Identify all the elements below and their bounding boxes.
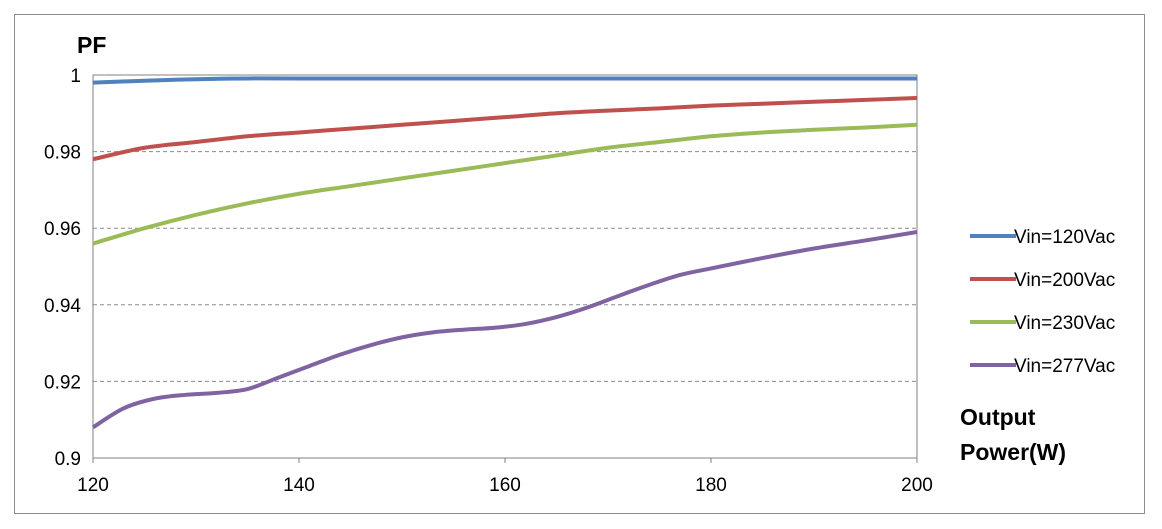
series-lines [91,76,918,430]
series-line [92,76,917,85]
x-tick-label: 200 [901,475,933,496]
legend-label: Vin=200Vac [1014,270,1115,291]
legend: Vin=120Vac Vin=200Vac Vin=230Vac Vin=277Vac [970,227,1115,377]
series-line [92,95,918,162]
y-tick-label: 0.9 [55,449,81,470]
x-axis-title-line-1: Output [960,404,1036,430]
y-tick-label: 0.92 [44,372,81,393]
x-tick-label: 180 [695,475,727,496]
tick-labels: 0.9 0.92 0.94 0.96 0.98 1 120 140 160 180 200 [44,66,933,496]
x-axis-title-line-2: Power(W) [960,439,1066,465]
chart-frame: 0.9 0.92 0.94 0.96 0.98 1 120 140 160 180 200 PF O… [14,14,1145,514]
y-tick-label: 0.96 [44,219,81,240]
x-tick-label: 160 [489,475,521,496]
y-tick-label: 0.98 [44,143,81,164]
legend-label: Vin=277Vac [1014,356,1115,377]
legend-label: Vin=120Vac [1014,227,1115,248]
line-chart: 0.9 0.92 0.94 0.96 0.98 1 120 140 160 180 200 PF O… [44,32,1115,496]
y-tick-label: 0.94 [44,296,81,317]
x-tick-label: 120 [77,475,109,496]
gridlines [93,151,917,382]
x-tick-label: 140 [283,475,315,496]
legend-label: Vin=230Vac [1014,313,1115,334]
y-axis-title: PF [77,32,106,58]
y-tick-label: 1 [70,66,81,87]
series-line [92,122,918,246]
series-line [91,230,918,430]
